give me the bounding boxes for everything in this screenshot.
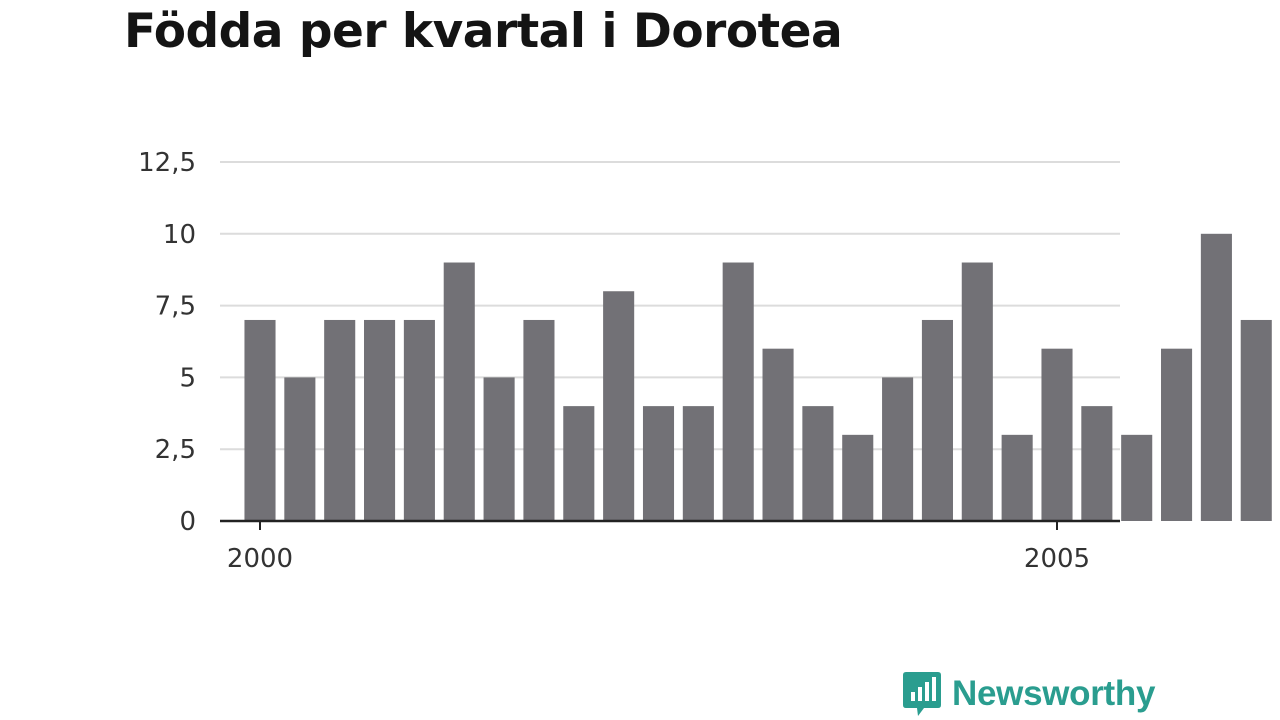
y-tick-label: 2,5 [155, 435, 196, 465]
bar [1081, 406, 1113, 521]
y-tick-label: 5 [179, 363, 196, 393]
bar [443, 262, 475, 521]
bar [882, 377, 914, 521]
y-tick-label: 10 [163, 220, 196, 250]
bar [1121, 434, 1153, 521]
bar [682, 406, 714, 521]
bar [603, 291, 635, 521]
bar [842, 434, 874, 521]
bar [284, 377, 316, 521]
y-tick-label: 12,5 [138, 148, 196, 178]
y-tick-label: 0 [179, 507, 196, 537]
x-tick-label: 2000 [227, 544, 293, 574]
bar [483, 377, 515, 521]
bar [961, 262, 993, 521]
bar-series [244, 233, 1272, 522]
x-tick-label: 2005 [1024, 544, 1090, 574]
bar [1001, 434, 1033, 521]
bar [1240, 319, 1272, 521]
bar [563, 406, 595, 521]
bar [244, 319, 276, 521]
bar [642, 406, 675, 521]
bar [921, 319, 953, 521]
bar [523, 319, 555, 521]
y-tick-label: 7,5 [155, 292, 196, 322]
bar [364, 319, 396, 521]
bar [802, 406, 834, 521]
brand-name: Newsworthy [952, 674, 1156, 713]
axes [220, 519, 1120, 530]
bar [403, 319, 435, 521]
bar [324, 319, 356, 521]
bar [762, 348, 794, 521]
brand-logo[interactable]: Newsworthy [902, 670, 1155, 718]
bar [722, 262, 754, 521]
chart-title: Födda per kvartal i Dorotea [124, 4, 843, 59]
bar [1041, 348, 1073, 521]
bar [1161, 348, 1193, 521]
bar-chart-speech-bubble-icon [903, 672, 941, 716]
bar [1200, 233, 1232, 522]
